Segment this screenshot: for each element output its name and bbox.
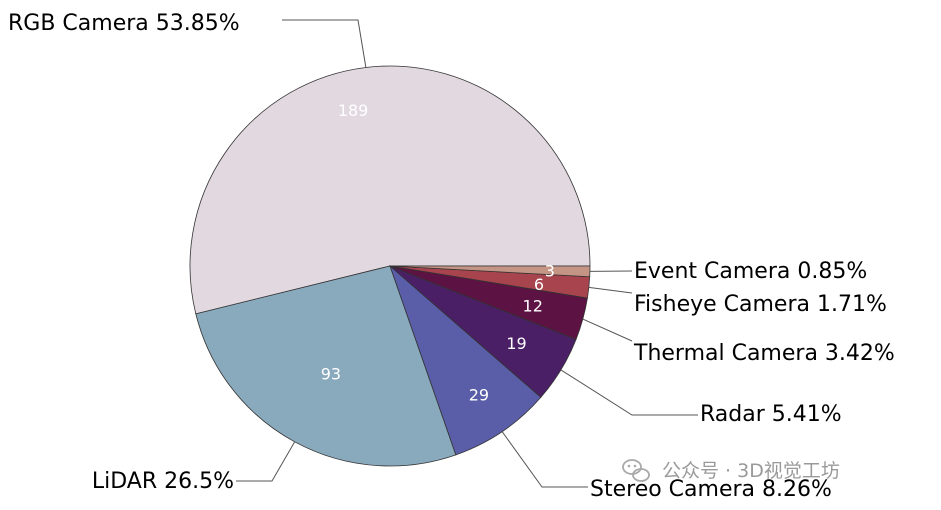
value-label-lidar: 93 <box>321 364 341 383</box>
pie-slice-stereo-camera <box>389 264 542 456</box>
slice-label-thermal-camera: Thermal Camera 3.42% <box>633 341 895 366</box>
pie-slice-lidar <box>195 265 457 467</box>
value-label-fisheye-camera: 6 <box>534 275 544 294</box>
leader-line-thermal-camera <box>582 318 633 342</box>
leader-line-rgb-camera <box>282 19 367 68</box>
value-label-event-camera: 3 <box>545 262 555 281</box>
slice-label-radar: Radar 5.41% <box>700 402 842 427</box>
slice-label-fisheye-camera: Fisheye Camera 1.71% <box>634 292 887 317</box>
slice-label-rgb-camera: RGB Camera 53.85% <box>8 11 240 36</box>
leader-line-radar <box>560 369 698 416</box>
leader-line-fisheye-camera <box>588 286 633 294</box>
value-label-radar: 19 <box>506 334 526 353</box>
watermark: 公众号 · 3D视觉工坊 <box>622 459 840 482</box>
value-label-thermal-camera: 12 <box>523 296 543 315</box>
wechat-icon <box>622 459 650 482</box>
watermark-text: 公众号 · 3D视觉工坊 <box>662 460 840 482</box>
value-label-stereo-camera: 29 <box>469 385 489 404</box>
slice-label-stereo-camera: Stereo Camera 8.26% <box>590 477 832 502</box>
leader-line-stereo-camera <box>501 431 588 488</box>
slice-label-event-camera: Event Camera 0.85% <box>634 259 867 284</box>
slice-label-lidar: LiDAR 26.5% <box>92 469 234 494</box>
leader-line-lidar <box>236 441 296 482</box>
value-label-rgb-camera: 189 <box>338 101 369 120</box>
